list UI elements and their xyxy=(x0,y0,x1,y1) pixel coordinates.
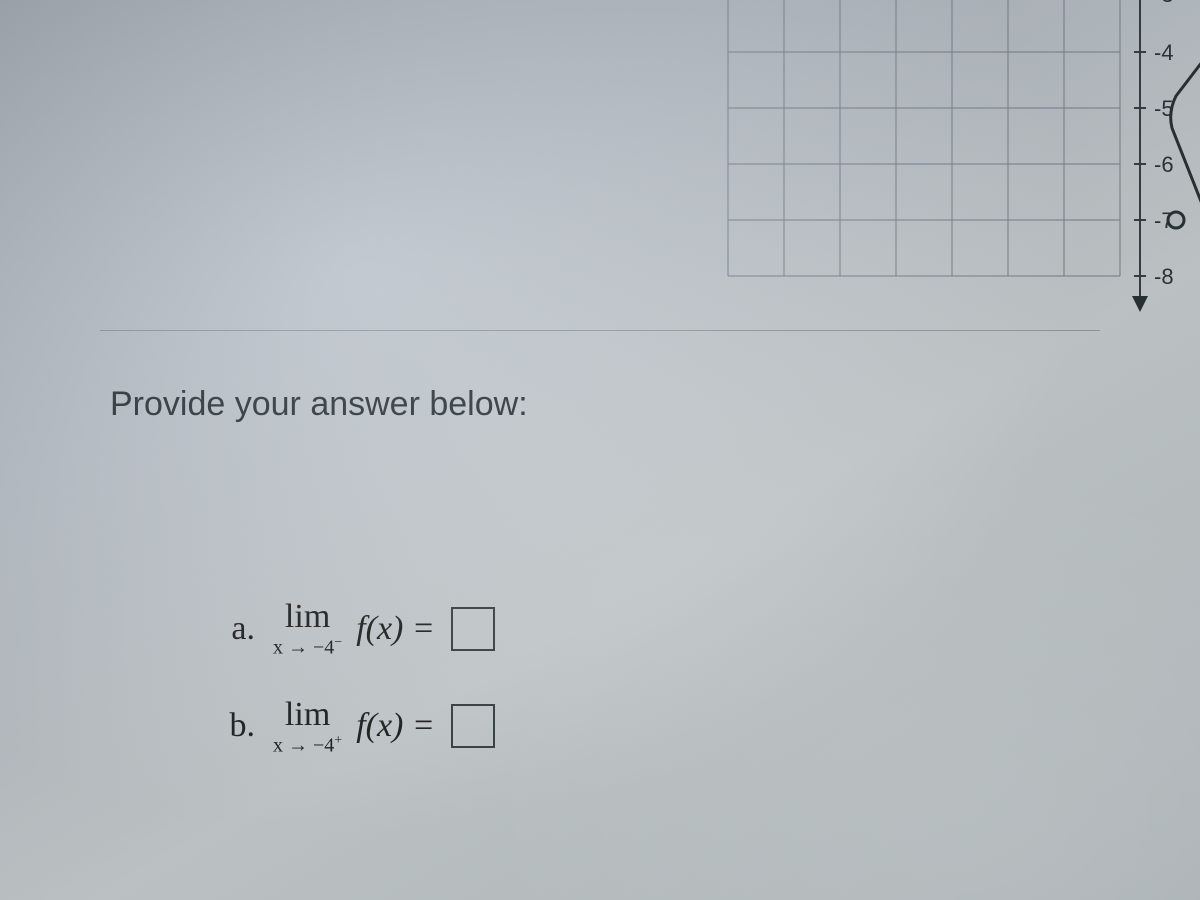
axis-label: -3 xyxy=(1154,0,1174,7)
axis-labels: -3 -4 -5 -6 -7 -8 xyxy=(1154,0,1174,289)
question-a-limit: lim x → −4− xyxy=(273,600,342,658)
graph-fragment: -3 -4 -5 -6 -7 -8 xyxy=(720,0,1200,320)
question-b: b. lim x → −4+ f(x) = xyxy=(200,698,495,756)
prompt-text: Provide your answer below: xyxy=(110,385,528,424)
lim-word: lim xyxy=(285,600,330,634)
axis-label: -8 xyxy=(1154,264,1174,289)
grid-lines xyxy=(728,0,1120,276)
curve xyxy=(1171,0,1200,300)
answer-box-a[interactable] xyxy=(451,607,495,651)
content-area: -3 -4 -5 -6 -7 -8 Provide your answer be… xyxy=(100,0,1100,900)
axis-label: -4 xyxy=(1154,40,1174,65)
answer-box-b[interactable] xyxy=(451,704,495,748)
lim-sub: x → −4+ xyxy=(273,734,342,756)
question-a: a. lim x → −4− f(x) = xyxy=(200,600,495,658)
axis-label: -6 xyxy=(1154,152,1174,177)
graph-svg: -3 -4 -5 -6 -7 -8 xyxy=(720,0,1200,320)
question-b-func: f(x) = xyxy=(356,707,435,745)
divider-line xyxy=(100,330,1100,331)
lim-sub: x → −4− xyxy=(273,636,342,658)
y-axis xyxy=(1132,0,1148,312)
question-list: a. lim x → −4− f(x) = b. lim x → −4+ f(x… xyxy=(200,600,495,795)
question-a-func: f(x) = xyxy=(356,610,435,648)
question-a-label: a. xyxy=(200,610,273,648)
question-b-label: b. xyxy=(200,707,273,745)
lim-word: lim xyxy=(285,698,330,732)
question-b-limit: lim x → −4+ xyxy=(273,698,342,756)
